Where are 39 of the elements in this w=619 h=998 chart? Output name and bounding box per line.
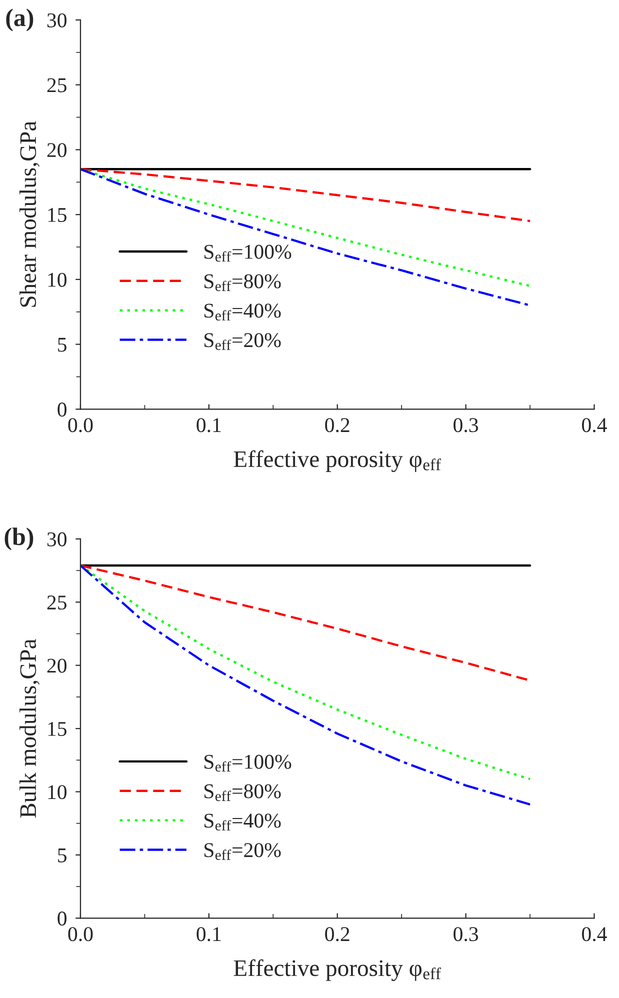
x-axis-title: Effective porosity φ$_{eff}$: [234, 959, 441, 981]
y-tick-label: 10: [48, 785, 66, 800]
y-tick-label: 0: [58, 912, 66, 926]
chart-title: (a): [6, 8, 34, 32]
y-tick-label: 10: [48, 272, 66, 287]
legend-label: S$_{eff}$=40%: [204, 304, 281, 321]
y-tick-label: 20: [47, 658, 66, 673]
y-tick-label: 0: [58, 402, 66, 417]
x-tick-label: 0.3: [454, 927, 478, 942]
legend-label: S$_{eff}$=40%: [204, 814, 281, 831]
y-tick-label: 30: [47, 532, 66, 546]
y-tick-label: 5: [58, 848, 66, 862]
x-axis-title: Effective porosity φ$_{eff}$: [234, 450, 441, 472]
x-tick-label: 0.0: [68, 927, 93, 942]
x-tick-label: 0.4: [582, 927, 607, 942]
x-tick-label: 0.0: [68, 418, 93, 432]
y-axis-title: Bulk modulus,GPa: [19, 639, 40, 818]
legend-label: S$_{eff}$=20%: [204, 843, 281, 860]
y-axis-title: Shear modulus,GPa: [19, 121, 40, 307]
y-tick-label: 5: [58, 338, 66, 352]
x-tick-label: 0.1: [196, 418, 221, 432]
legend-label: S$_{eff}$=80%: [204, 784, 281, 802]
x-tick-label: 0.2: [325, 418, 350, 432]
legend-label: S$_{eff}$=100%: [204, 754, 292, 772]
legend-label: S$_{eff}$=80%: [204, 274, 281, 292]
y-tick-label: 15: [48, 208, 66, 222]
x-tick-label: 0.1: [196, 927, 221, 942]
y-tick-label: 25: [47, 78, 66, 92]
x-tick-label: 0.2: [325, 927, 350, 942]
x-tick-label: 0.3: [454, 418, 478, 432]
y-tick-label: 20: [47, 143, 66, 158]
legend-label: S$_{eff}$=100%: [204, 244, 292, 262]
y-tick-label: 25: [47, 596, 66, 610]
y-tick-label: 30: [47, 13, 66, 28]
x-tick-label: 0.4: [582, 418, 607, 432]
y-tick-label: 15: [48, 722, 66, 736]
line-series: [80, 168, 532, 222]
chart-title: (b): [4, 528, 34, 550]
legend-label: S$_{eff}$=20%: [204, 333, 281, 350]
